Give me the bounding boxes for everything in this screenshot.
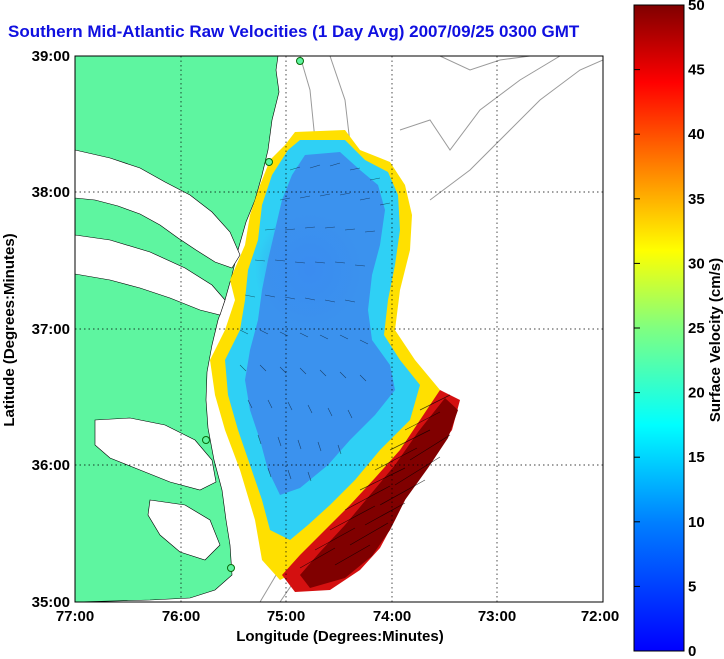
x-tick-label: 72:00 xyxy=(581,608,619,625)
radar-station-marker xyxy=(202,436,210,444)
bay-water xyxy=(75,149,241,269)
colorbar-tick-label: 50 xyxy=(688,0,705,14)
radar-station-marker xyxy=(265,158,273,166)
colorbar-tick-label: 45 xyxy=(688,62,705,79)
map-title: Southern Mid-Atlantic Raw Velocities (1 … xyxy=(8,22,580,41)
velocity-arrows-strong xyxy=(299,394,451,569)
x-tick-label: 77:00 xyxy=(56,608,94,625)
colorbar-tick-label: 5 xyxy=(688,578,696,595)
x-tick-label: 74:00 xyxy=(373,608,411,625)
y-tick-labels: 39:00 38:00 37:00 36:00 35:00 xyxy=(32,48,70,611)
sound-water xyxy=(94,417,217,491)
radar-station-marker xyxy=(296,57,304,65)
colorbar-tick-label: 30 xyxy=(688,255,705,272)
bay-water-2 xyxy=(75,234,226,316)
velocity-field xyxy=(210,130,460,592)
colorbar-tick-label: 0 xyxy=(688,643,696,659)
y-tick-label: 35:00 xyxy=(32,594,70,611)
y-tick-label: 36:00 xyxy=(32,457,70,474)
x-axis-label: Longitude (Degrees:Minutes) xyxy=(236,628,444,645)
velocity-arrows xyxy=(239,162,391,482)
y-tick-label: 37:00 xyxy=(32,321,70,338)
colorbar-tick-label: 25 xyxy=(688,320,705,337)
y-tick-label: 38:00 xyxy=(32,184,70,201)
radar-stations xyxy=(202,57,304,572)
x-tick-label: 76:00 xyxy=(162,608,200,625)
colorbar-tick-label: 40 xyxy=(688,126,705,143)
grid-lines xyxy=(75,56,603,602)
colorbar-tick-label: 10 xyxy=(688,514,705,531)
colorbar-label: Surface Velocity (cm/s) xyxy=(707,258,724,422)
colorbar-tick-label: 20 xyxy=(688,385,705,402)
x-tick-label: 75:00 xyxy=(267,608,305,625)
radar-station-marker xyxy=(227,564,235,572)
y-axis-label: Latitude (Degrees:Minutes) xyxy=(1,233,18,426)
velocity-region-max xyxy=(300,398,458,588)
x-tick-labels: 77:00 76:00 75:00 74:00 73:00 72:00 xyxy=(56,608,619,625)
x-tick-label: 73:00 xyxy=(478,608,516,625)
sound-water-2 xyxy=(147,499,221,561)
colorbar-tick-label: 15 xyxy=(688,449,705,466)
colorbar-tick-label: 35 xyxy=(688,191,705,208)
colorbar xyxy=(633,4,685,652)
y-tick-label: 39:00 xyxy=(32,48,70,65)
